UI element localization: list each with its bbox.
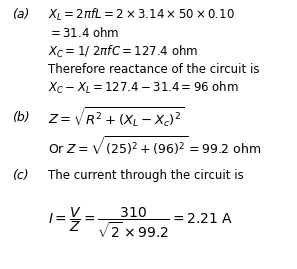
Text: $X_C - X_L = 127.4 - 31.4 = 96$ ohm: $X_C - X_L = 127.4 - 31.4 = 96$ ohm: [48, 80, 239, 96]
Text: $X_L = 2\pi fL = 2 \times 3.14 \times 50 \times 0.10$: $X_L = 2\pi fL = 2 \times 3.14 \times 50…: [48, 6, 235, 23]
Text: $I = \dfrac{V}{Z} = \dfrac{310}{\sqrt{2} \times 99.2} = 2.21\ \mathrm{A}$: $I = \dfrac{V}{Z} = \dfrac{310}{\sqrt{2}…: [48, 206, 233, 240]
Text: (c): (c): [12, 169, 28, 182]
Text: Therefore reactance of the circuit is: Therefore reactance of the circuit is: [48, 63, 260, 76]
Text: The current through the circuit is: The current through the circuit is: [48, 169, 244, 182]
Text: $Z = \sqrt{R^2 + (X_L - X_c)^2}$: $Z = \sqrt{R^2 + (X_L - X_c)^2}$: [48, 106, 184, 129]
Text: (b): (b): [12, 111, 29, 124]
Text: Or $Z = \sqrt{(25)^2 + (96)^2} = 99.2$ ohm: Or $Z = \sqrt{(25)^2 + (96)^2} = 99.2$ o…: [48, 135, 261, 158]
Text: (a): (a): [12, 8, 29, 21]
Text: $= 31.4$ ohm: $= 31.4$ ohm: [48, 26, 120, 40]
Text: $X_C = 1/\ 2\pi fC = 127.4$ ohm: $X_C = 1/\ 2\pi fC = 127.4$ ohm: [48, 43, 198, 59]
